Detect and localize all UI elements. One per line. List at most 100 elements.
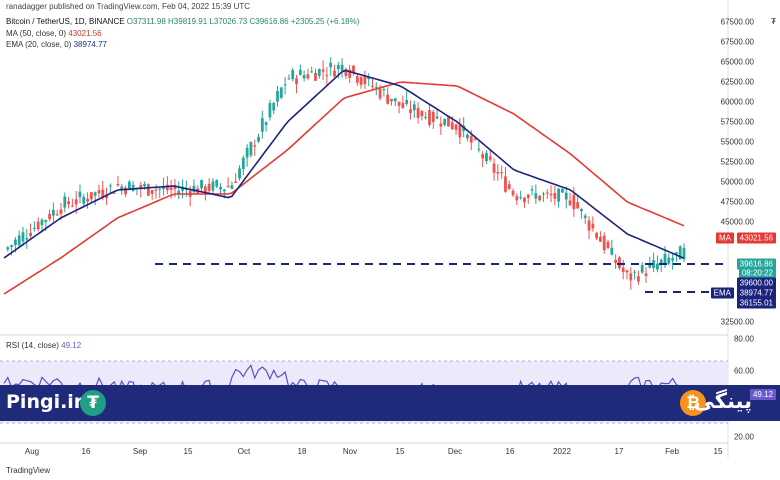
- price-tick: 50000.00: [720, 177, 754, 187]
- candle-body: [200, 179, 203, 189]
- candle-body: [443, 118, 447, 125]
- candle-body: [374, 86, 378, 88]
- candle-body: [564, 192, 568, 200]
- ema-legend: EMA (20, close, 0) 38974.77: [6, 40, 107, 49]
- candle-body: [409, 109, 412, 113]
- candle-body: [230, 185, 234, 189]
- candle-body: [203, 186, 207, 194]
- price-tick: 57500.00: [720, 117, 754, 127]
- candle-body: [504, 176, 507, 192]
- candle-body: [6, 247, 10, 250]
- candle-body: [454, 124, 458, 130]
- low-value: L37026.73: [209, 17, 248, 26]
- candle-body: [306, 74, 310, 79]
- candle-body: [317, 69, 321, 76]
- rsi-value: 49.12: [61, 341, 82, 350]
- candle-body: [169, 187, 173, 190]
- candle-body: [678, 246, 682, 260]
- x-label: Nov: [342, 447, 358, 456]
- candles: [6, 57, 686, 290]
- candle-body: [253, 145, 257, 147]
- candle-body: [257, 136, 260, 142]
- candle-body: [606, 241, 610, 248]
- candle-body: [333, 70, 336, 77]
- candle-body: [67, 201, 70, 205]
- x-label: 16: [505, 447, 515, 456]
- candle-body: [74, 199, 78, 205]
- candle-body: [173, 185, 177, 190]
- candle-body: [154, 189, 158, 191]
- price-tick: 65000.00: [720, 57, 754, 67]
- candle-body: [241, 157, 245, 170]
- candle-body: [656, 263, 659, 270]
- candle-body: [420, 110, 424, 117]
- candle-body: [572, 194, 576, 210]
- x-label: 17: [614, 447, 624, 456]
- candle-body: [545, 192, 549, 194]
- candle-body: [587, 220, 591, 231]
- candle-body: [526, 194, 530, 199]
- x-label: 15: [183, 447, 193, 456]
- candle-body: [599, 236, 602, 242]
- candle-body: [291, 70, 295, 80]
- candle-body: [249, 142, 253, 156]
- support-tag: 36155.01: [736, 297, 776, 309]
- tradingview-label: TradingView: [6, 466, 51, 475]
- tether-glyph: ₮: [87, 393, 99, 413]
- candle-body: [488, 156, 492, 160]
- tether-icon: ₮: [80, 390, 106, 416]
- candle-body: [287, 78, 291, 80]
- candle-body: [268, 103, 272, 118]
- candle-body: [359, 77, 363, 85]
- candle-body: [663, 253, 667, 265]
- brand-persian: پینگی: [693, 389, 753, 413]
- close-value: C39616.86: [249, 17, 289, 26]
- candle-body: [378, 88, 382, 99]
- ma-tag-value: 43021.56: [736, 232, 776, 244]
- candle-body: [473, 138, 477, 140]
- candle-body: [51, 209, 55, 216]
- candle-body: [139, 185, 143, 189]
- x-label: Dec: [447, 447, 463, 456]
- candle-body: [146, 184, 150, 196]
- tradingview-logo[interactable]: TradingView: [6, 466, 50, 475]
- bitcoin-glyph: ₿: [686, 393, 700, 413]
- candle-body: [481, 154, 485, 159]
- candle-body: [355, 76, 359, 83]
- candle-body: [222, 189, 226, 192]
- candle-body: [29, 232, 32, 237]
- candle-body: [344, 68, 348, 76]
- candle-body: [219, 186, 222, 190]
- countdown-tag: 08:20:22: [738, 267, 776, 279]
- candle-body: [371, 85, 374, 87]
- candle-body: [78, 191, 82, 198]
- candle-body: [671, 258, 675, 261]
- candle-body: [336, 64, 340, 70]
- price-tick: 67500.00: [720, 17, 754, 27]
- candle-body: [500, 172, 504, 174]
- candle-body: [310, 71, 314, 73]
- candle-body: [416, 107, 420, 118]
- candle-body: [260, 118, 264, 132]
- candle-body: [466, 134, 469, 139]
- candle-body: [32, 227, 36, 229]
- candle-body: [131, 184, 135, 191]
- candle-body: [576, 202, 580, 209]
- candle-body: [496, 172, 500, 174]
- candle-body: [602, 235, 606, 251]
- x-label: 15: [713, 447, 723, 456]
- candle-body: [89, 192, 93, 200]
- candle-body: [321, 69, 325, 72]
- candle-body: [25, 238, 29, 240]
- candle-body: [447, 116, 450, 127]
- symbol-name: Bitcoin / TetherUS, 1D, BINANCE: [6, 17, 125, 26]
- candle-body: [44, 220, 48, 222]
- candle-body: [424, 116, 428, 118]
- candle-body: [279, 87, 283, 98]
- price-tick: 62500.00: [720, 77, 754, 87]
- candle-body: [143, 184, 146, 187]
- candle-body: [352, 65, 355, 73]
- price-tick: 55000.00: [720, 137, 754, 147]
- candle-body: [55, 214, 59, 216]
- candle-body: [302, 75, 306, 79]
